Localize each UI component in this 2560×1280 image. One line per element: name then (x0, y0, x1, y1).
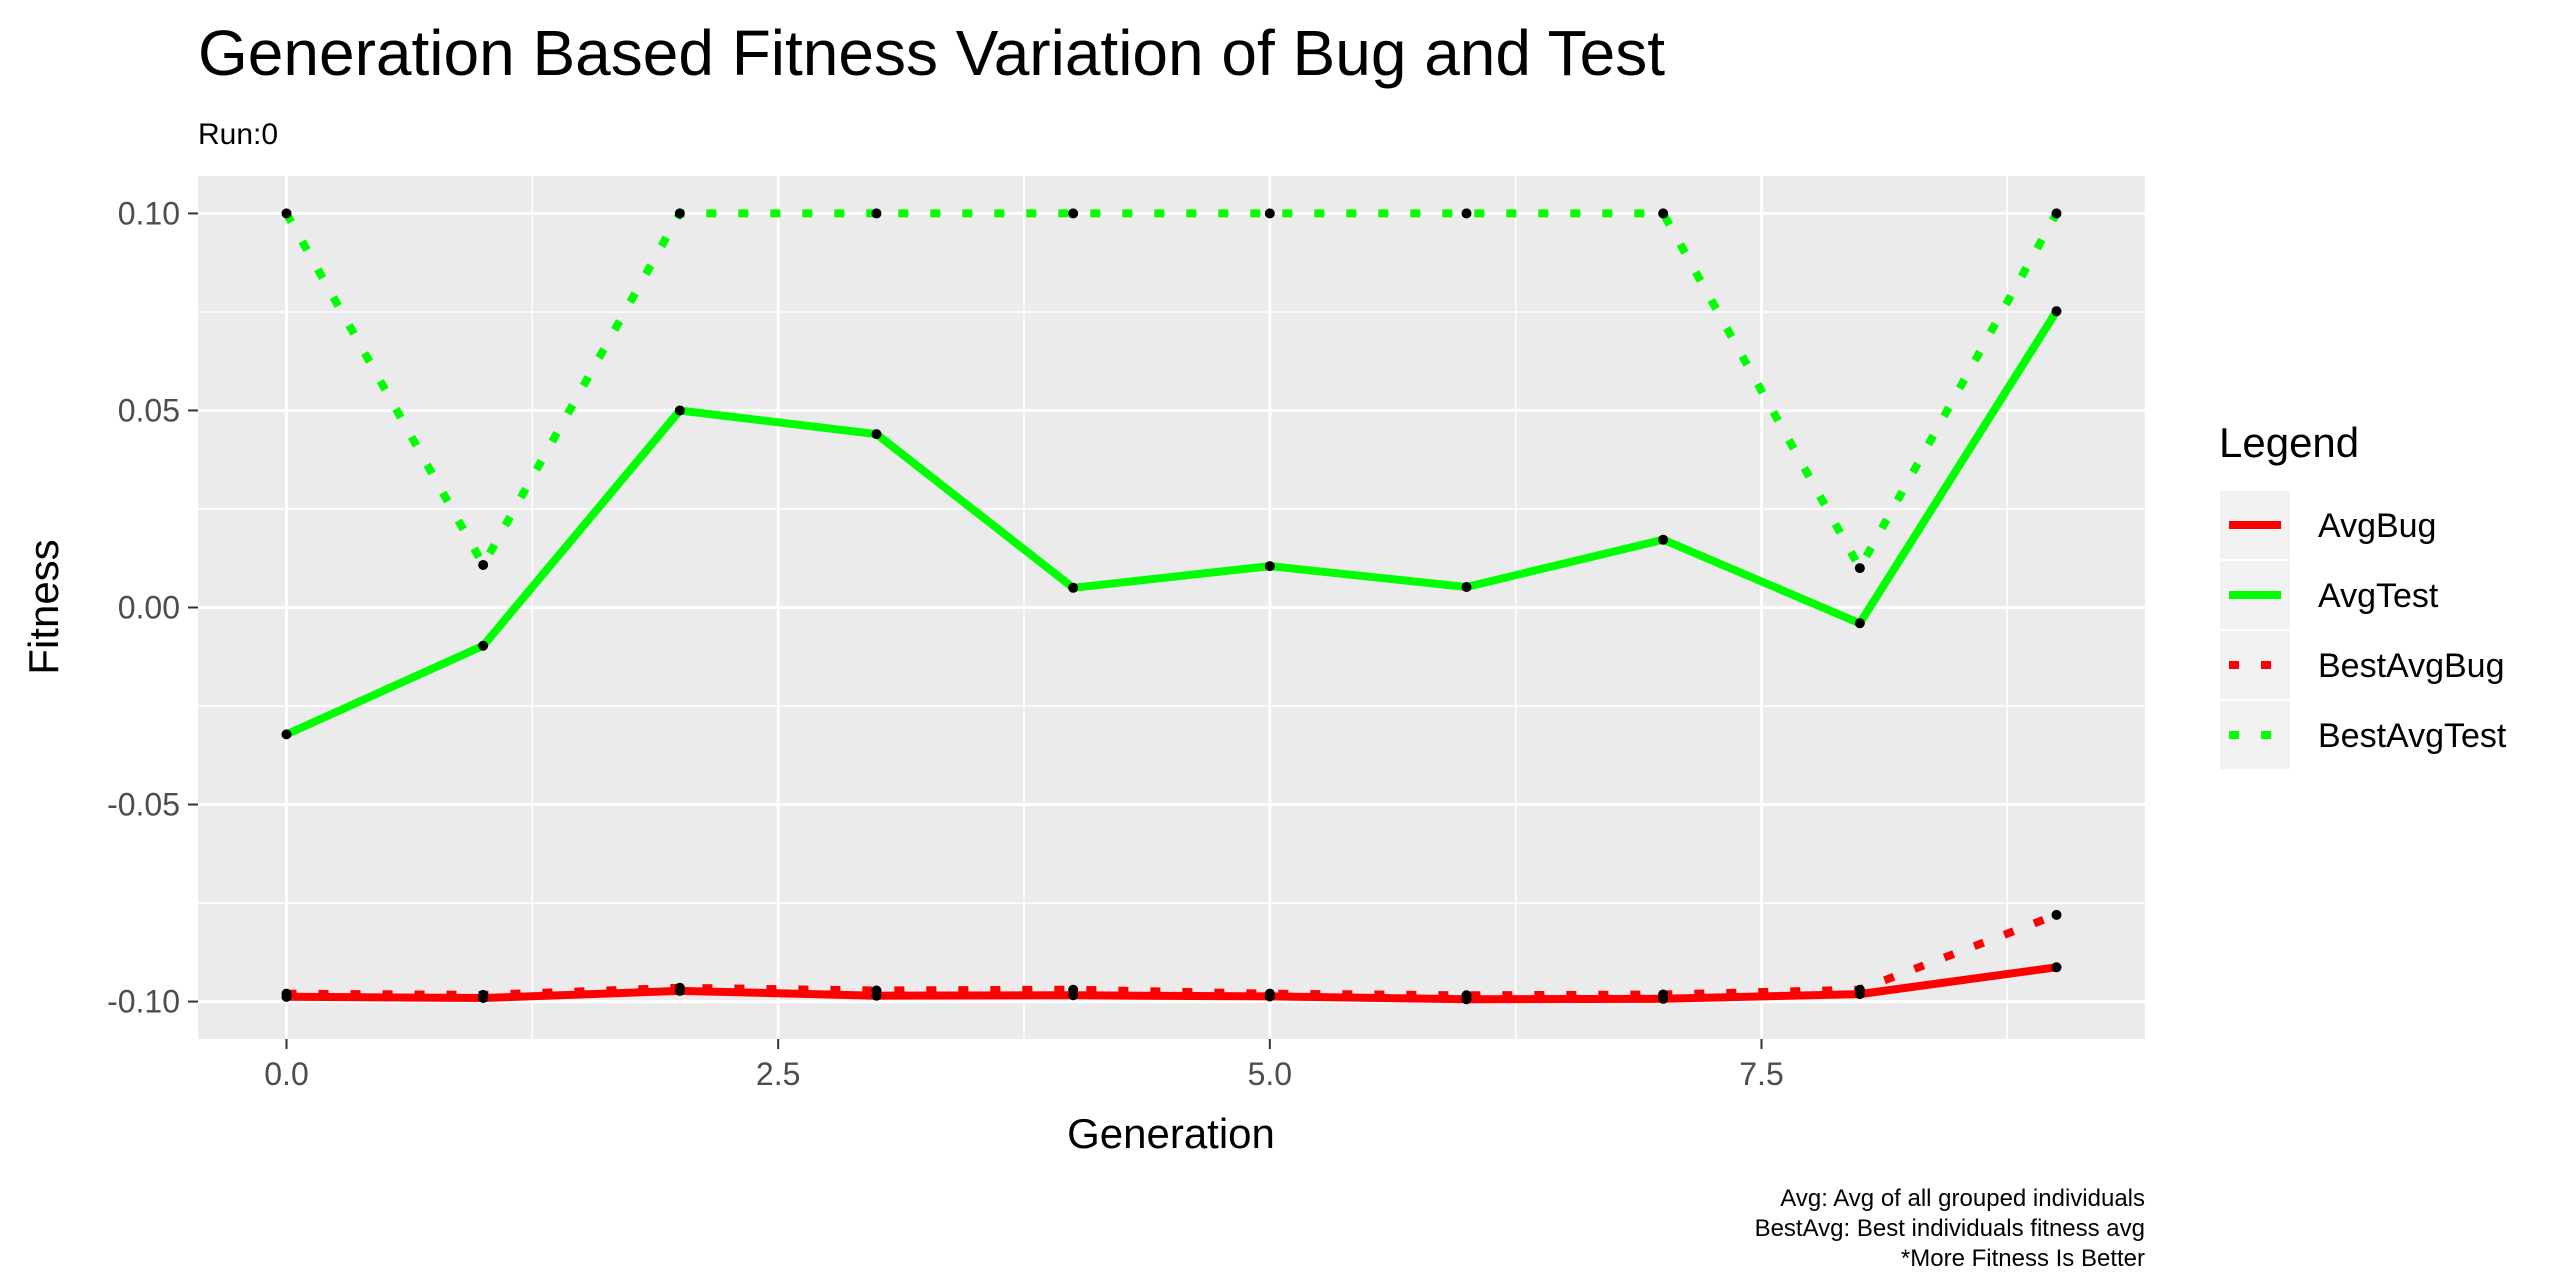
legend-label: AvgTest (2318, 577, 2439, 615)
data-point-bestavgbug (1264, 988, 1275, 999)
legend-item-bestavgbug: BestAvgBug (2218, 629, 2505, 701)
y-tick-label: 0.10 (118, 195, 180, 231)
data-point-bestavgbug (1068, 984, 1079, 995)
data-point-bestavgtest (1854, 563, 1865, 574)
legend-item-bestavgtest: BestAvgTest (2218, 699, 2507, 771)
data-point-avgtest (1264, 561, 1275, 572)
data-point-avgtest (1461, 582, 1472, 593)
chart-subtitle: Run:0 (198, 118, 278, 151)
data-point-bestavgtest (1461, 208, 1472, 219)
data-point-avgtest (2051, 306, 2062, 317)
y-axis-title: Fitness (20, 539, 67, 674)
data-point-avgtest (1068, 582, 1079, 593)
data-point-avgtest (1854, 618, 1865, 629)
legend-label: AvgBug (2318, 507, 2436, 545)
data-point-bestavgtest (674, 208, 685, 219)
caption: Avg: Avg of all grouped individuals Best… (1755, 1185, 2145, 1272)
data-point-avgtest (1658, 534, 1669, 545)
data-point-avgtest (674, 405, 685, 416)
x-axis-title: Generation (1067, 1110, 1275, 1157)
data-point-bestavgbug (2051, 909, 2062, 920)
series-line-bestavgbug (286, 911, 2058, 1000)
major-gridlines (198, 176, 2145, 1039)
data-point-avgbug (2051, 962, 2062, 973)
data-point-bestavgbug (1461, 990, 1472, 1001)
series-line-avgtest (284, 309, 2060, 739)
data-point-avgtest (478, 640, 489, 651)
y-tick-label: -0.10 (107, 984, 180, 1020)
data-points (281, 208, 2062, 1005)
chart-title: Generation Based Fitness Variation of Bu… (198, 17, 1665, 89)
data-point-bestavgbug (871, 985, 882, 996)
caption-line-avg: Avg: Avg of all grouped individuals (1780, 1185, 2145, 1212)
y-tick-label: 0.00 (118, 590, 180, 626)
data-point-avgtest (281, 729, 292, 740)
y-axis: 0.10 0.05 0.00 -0.05 -0.10 (107, 195, 198, 1020)
data-point-bestavgtest (2051, 208, 2062, 219)
legend-label: BestAvgTest (2318, 717, 2507, 755)
data-point-bestavgtest (871, 208, 882, 219)
data-point-bestavgtest (478, 559, 489, 570)
legend-item-avgtest: AvgTest (2218, 559, 2439, 631)
data-point-bestavgtest (1658, 208, 1669, 219)
series-line-bestavgtest (283, 209, 2060, 573)
data-point-bestavgbug (478, 989, 489, 1000)
data-point-bestavgtest (281, 208, 292, 219)
data-point-bestavgbug (674, 982, 685, 993)
x-tick-label: 5.0 (1248, 1056, 1292, 1092)
y-tick-label: -0.05 (107, 787, 180, 823)
legend: Legend AvgBug AvgTest BestAvgBug BestAvgTes… (2218, 419, 2507, 771)
y-tick-label: 0.05 (118, 392, 180, 428)
x-tick-label: 2.5 (756, 1056, 800, 1092)
legend-label: BestAvgBug (2318, 647, 2505, 685)
data-point-bestavgbug (1854, 984, 1865, 995)
caption-line-bestavg: BestAvg: Best individuals fitness avg (1755, 1215, 2145, 1242)
legend-item-avgbug: AvgBug (2218, 489, 2436, 561)
x-axis: 0.0 2.5 5.0 7.5 (264, 1039, 1784, 1092)
x-tick-label: 7.5 (1739, 1056, 1783, 1092)
data-point-bestavgbug (281, 988, 292, 999)
caption-line-note: *More Fitness Is Better (1901, 1245, 2145, 1272)
data-point-bestavgtest (1264, 208, 1275, 219)
series-lines (283, 209, 2060, 1004)
legend-title: Legend (2219, 419, 2359, 466)
data-point-bestavgbug (1658, 989, 1669, 1000)
x-tick-label: 0.0 (264, 1056, 308, 1092)
data-point-avgtest (871, 429, 882, 440)
data-point-bestavgtest (1068, 208, 1079, 219)
